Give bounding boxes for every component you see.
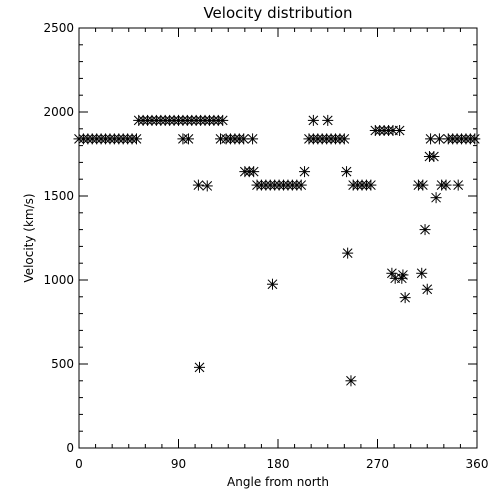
x-axis-label: Angle from north: [227, 475, 329, 489]
data-point: [182, 133, 194, 145]
data-point: [428, 151, 440, 163]
data-point: [295, 179, 307, 191]
data-point: [266, 278, 278, 290]
data-point: [345, 375, 357, 387]
data-point: [399, 292, 411, 304]
data-point: [365, 179, 377, 191]
data-point: [417, 179, 429, 191]
data-point: [192, 179, 204, 191]
data-point: [341, 166, 353, 178]
data-point: [430, 192, 442, 204]
data-point: [299, 166, 311, 178]
data-point: [421, 283, 433, 295]
x-tick-label: 90: [171, 457, 186, 471]
data-point: [419, 224, 431, 236]
data-point: [338, 133, 350, 145]
y-tick-label: 1500: [43, 189, 74, 203]
data-point: [238, 133, 250, 145]
data-point: [416, 267, 428, 279]
y-tick-label: 2500: [43, 21, 74, 35]
x-tick-label: 180: [267, 457, 290, 471]
data-point: [440, 179, 452, 191]
x-tick-label: 270: [366, 457, 389, 471]
data-point: [307, 114, 319, 126]
y-tick-label: 2000: [43, 105, 74, 119]
data-point: [397, 269, 409, 281]
y-tick-label: 0: [66, 441, 74, 455]
data-point: [194, 361, 206, 373]
data-point: [130, 133, 142, 145]
data-point: [248, 166, 260, 178]
data-point: [247, 133, 259, 145]
data-point: [394, 124, 406, 136]
x-tick-label: 360: [466, 457, 489, 471]
y-tick-label: 500: [51, 357, 74, 371]
chart-title: Velocity distribution: [203, 4, 352, 22]
data-point: [433, 133, 445, 145]
data-point: [342, 247, 354, 259]
data-point: [322, 114, 334, 126]
data-point: [452, 179, 464, 191]
data-points-group: [73, 114, 481, 387]
data-point: [217, 114, 229, 126]
data-point: [201, 180, 213, 192]
x-tick-label: 0: [75, 457, 83, 471]
ticks-group: 0 90 180 270 360 0 500 1000 1500 2000 2500: [43, 21, 488, 471]
y-tick-label: 1000: [43, 273, 74, 287]
y-axis-label: Velocity (km/s): [22, 193, 36, 282]
data-point: [469, 133, 481, 145]
